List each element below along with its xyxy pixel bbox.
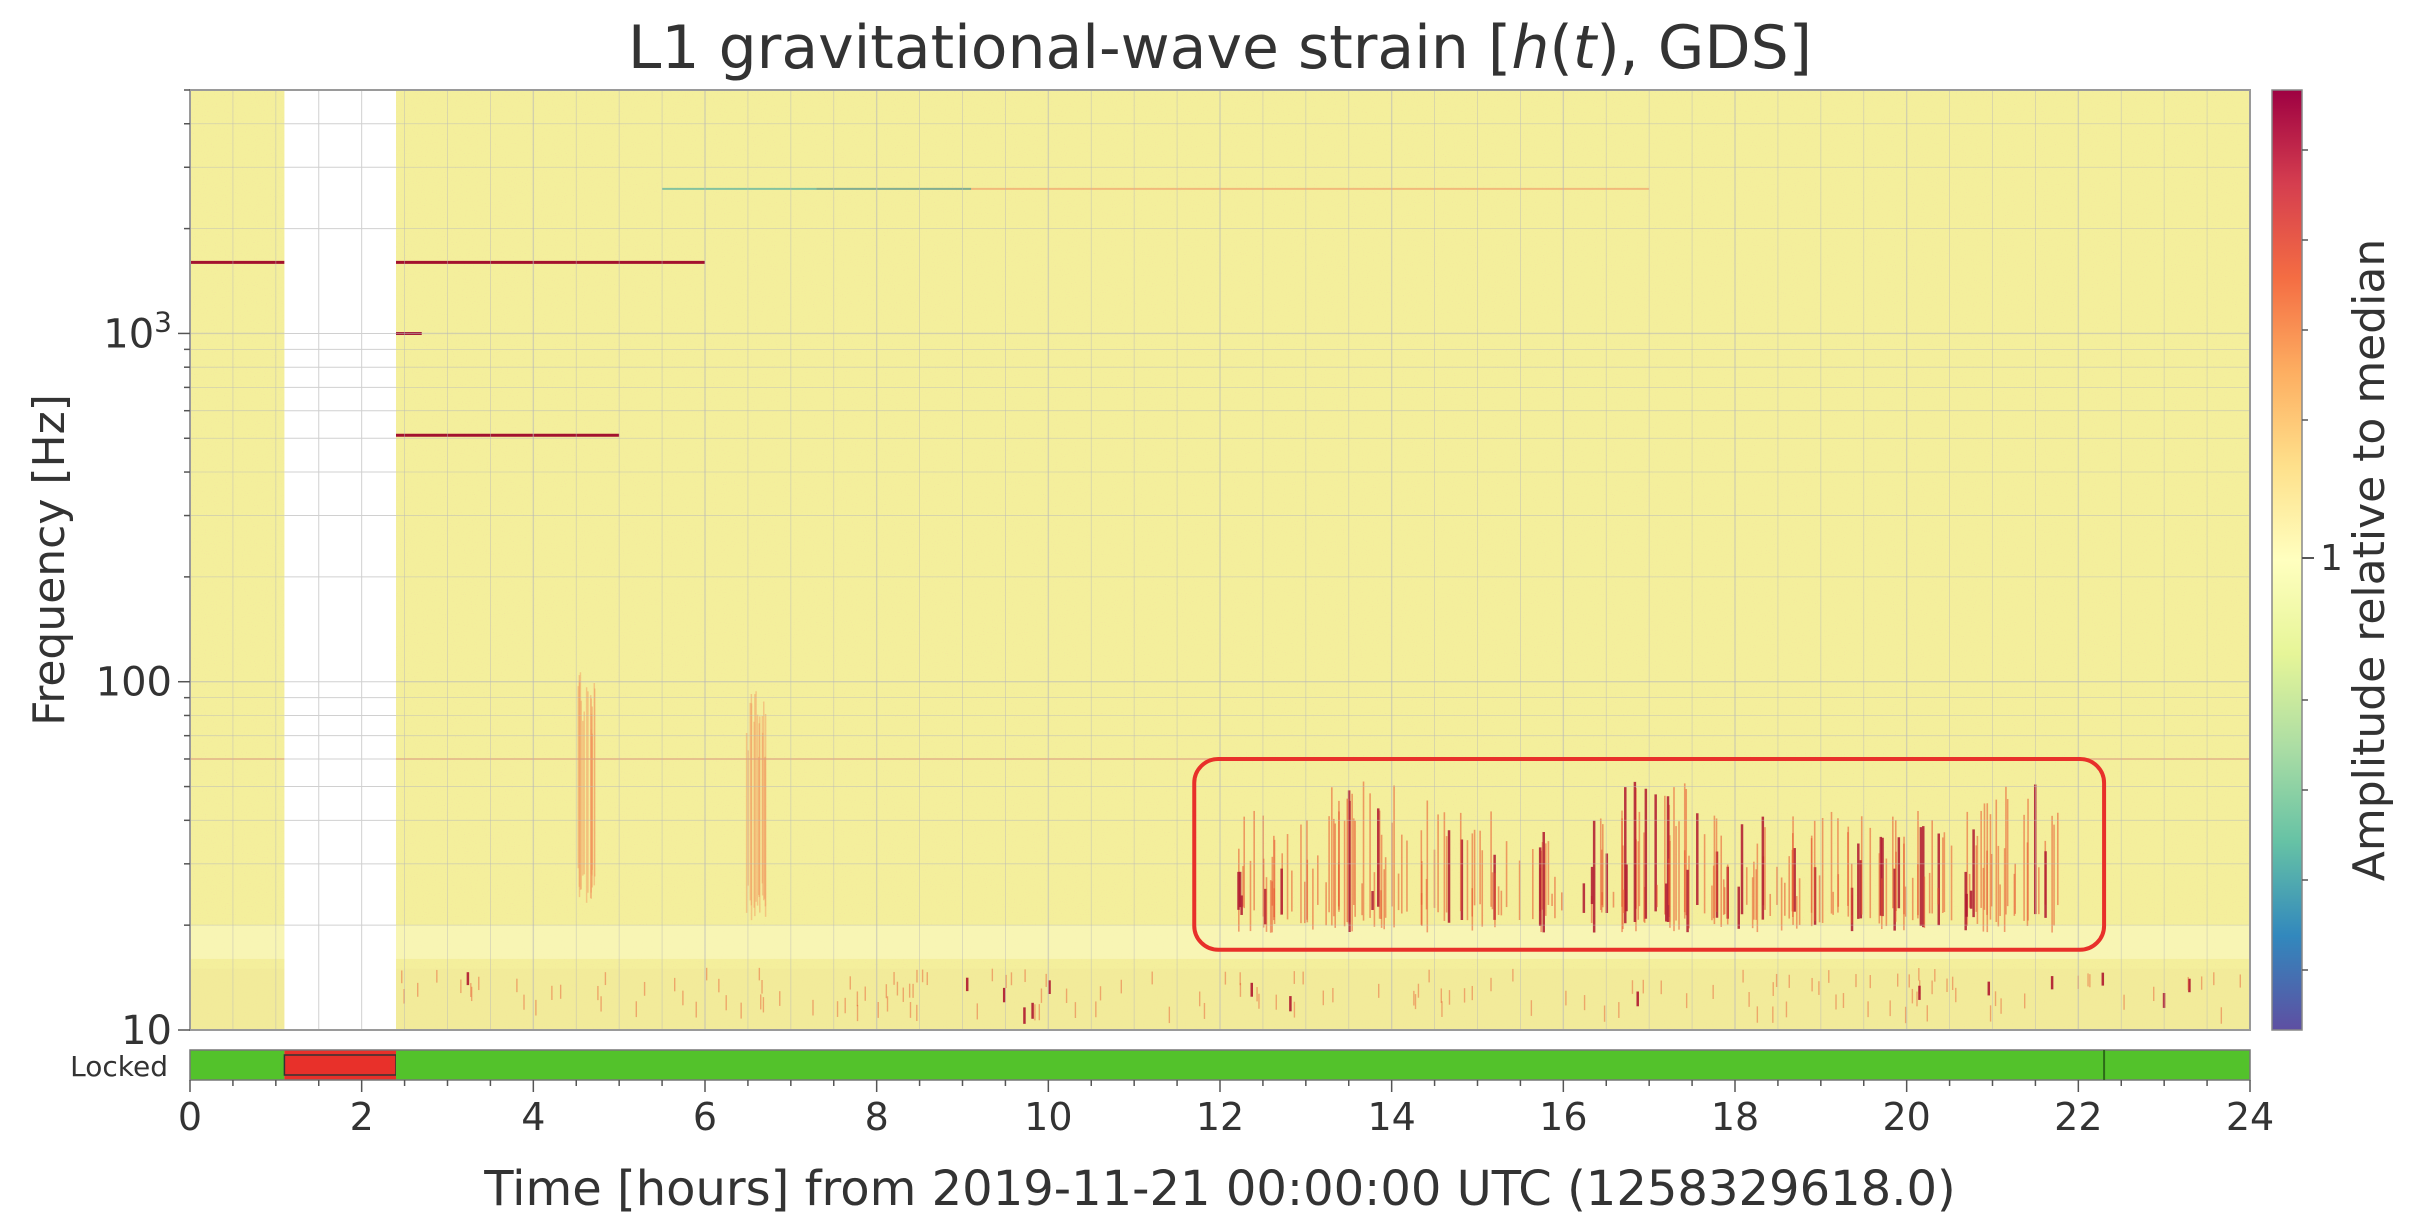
x-axis: 0 2 4 6 8 10 12 14 16 18 20 22 24 <box>178 1080 2274 1139</box>
x-tick-label: 20 <box>1882 1095 1930 1139</box>
glitch-streaks <box>401 781 2241 1024</box>
y-tick-label: 103 <box>103 305 172 357</box>
plot-frame <box>189 89 2251 1031</box>
x-tick-label: 8 <box>865 1095 889 1139</box>
colorbar-gradient <box>2271 89 2303 1031</box>
gap-grid-lines <box>284 90 396 1030</box>
grid-lines <box>190 90 2250 1030</box>
state-segment-unlocked-inner <box>283 1054 397 1076</box>
colorbar-tick-label: 1 <box>2320 538 2343 579</box>
plot-area <box>190 90 2250 1030</box>
state-segment-locked <box>396 1050 2250 1080</box>
colorbar-minor-ticks <box>2302 149 2308 971</box>
x-tick-label: 14 <box>1367 1095 1415 1139</box>
x-axis-label: Time [hours] from 2019-11-21 00:00:00 UT… <box>483 1161 1955 1216</box>
x-tick-label: 10 <box>1024 1095 1072 1139</box>
chart-title: L1 gravitational-wave strain [h(t), GDS] <box>628 13 1812 83</box>
x-tick-label: 24 <box>2226 1095 2274 1139</box>
x-tick-label: 12 <box>1196 1095 1244 1139</box>
colorbar-label: Amplitude relative to median <box>2344 239 2395 882</box>
lock-state-bar <box>189 1049 2251 1081</box>
y-axis-label: Frequency [Hz] <box>24 394 75 726</box>
x-tick-label: 6 <box>693 1095 717 1139</box>
colorbar: 1 Amplitude relative to median <box>2271 89 2395 1031</box>
y-axis: 10 100 103 <box>96 89 190 1054</box>
y-tick-label: 100 <box>96 660 172 706</box>
x-tick-label: 16 <box>1539 1095 1587 1139</box>
state-segment-locked <box>190 1050 285 1080</box>
x-tick-label: 4 <box>521 1095 545 1139</box>
glitch-highlight-box <box>1192 756 2107 952</box>
x-tick-label: 2 <box>350 1095 374 1139</box>
broadband-events <box>577 672 767 921</box>
data-gap <box>284 90 396 1030</box>
state-bar-label: Locked <box>70 1050 168 1083</box>
y-tick-label: 10 <box>121 1008 172 1054</box>
x-tick-label: 22 <box>2054 1095 2102 1139</box>
x-tick-label: 18 <box>1711 1095 1759 1139</box>
x-tick-label: 0 <box>178 1095 202 1139</box>
